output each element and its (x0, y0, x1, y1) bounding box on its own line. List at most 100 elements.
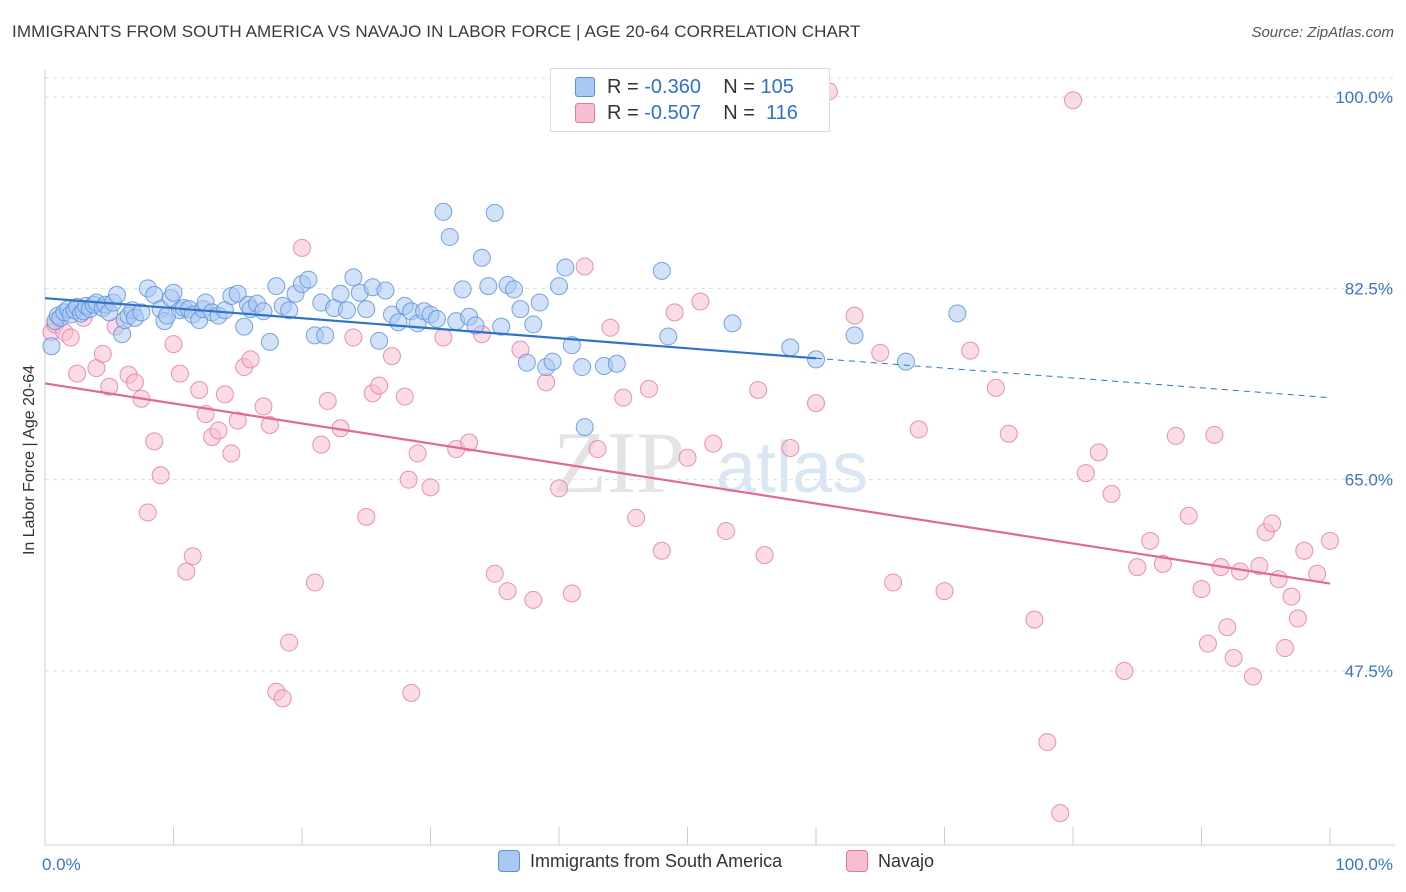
legend-item-navajo: Navajo (846, 850, 934, 872)
watermark-zip: ZIP (553, 415, 685, 512)
point-immigrants (573, 358, 592, 377)
point-immigrants (652, 261, 671, 280)
point-navajo (871, 343, 890, 362)
point-navajo (1192, 580, 1211, 598)
n-value: 116 (766, 101, 798, 124)
legend-swatch-pink (575, 103, 595, 123)
point-immigrants (453, 280, 472, 299)
point-navajo (575, 257, 594, 276)
point-navajo (999, 424, 1018, 443)
point-immigrants (530, 293, 549, 312)
point-navajo (1250, 557, 1269, 576)
point-immigrants (492, 317, 511, 336)
point-navajo (717, 522, 736, 541)
point-navajo (61, 328, 80, 347)
point-navajo (781, 438, 800, 457)
point-navajo (421, 478, 440, 497)
y-axis-label: In Labor Force | Age 20-64 (21, 364, 38, 556)
point-navajo (1064, 91, 1082, 110)
point-immigrants (357, 300, 376, 319)
point-navajo (222, 444, 241, 463)
point-navajo (273, 689, 292, 708)
point-immigrants (550, 277, 568, 296)
point-immigrants (280, 301, 299, 320)
point-immigrants (316, 326, 335, 345)
point-navajo (434, 328, 453, 347)
point-navajo (100, 377, 119, 396)
point-navajo (1224, 648, 1243, 667)
point-navajo (524, 590, 543, 609)
x-tick-label: 0.0% (42, 855, 81, 874)
point-navajo (183, 547, 202, 566)
point-navajo (588, 440, 607, 459)
point-navajo (935, 582, 954, 601)
point-immigrants (164, 283, 183, 302)
point-navajo (845, 306, 864, 325)
point-navajo (68, 364, 87, 383)
point-navajo (1089, 443, 1108, 462)
point-immigrants (781, 338, 800, 357)
legend-label: Navajo (878, 850, 935, 871)
point-navajo (399, 470, 418, 489)
point-navajo (1051, 804, 1070, 823)
legend-swatch-blue (575, 77, 595, 97)
point-immigrants (479, 277, 498, 296)
point-navajo (1115, 662, 1134, 680)
point-navajo (215, 385, 234, 404)
trend-line-immigrants-extension (815, 357, 1331, 399)
point-navajo (305, 573, 324, 592)
y-tick-label: 65.0% (1345, 471, 1393, 490)
point-navajo (1243, 667, 1262, 686)
point-immigrants (344, 268, 363, 287)
trend-line-immigrants (44, 297, 817, 360)
point-navajo (1102, 484, 1121, 503)
point-immigrants (807, 350, 825, 369)
point-navajo (909, 420, 928, 439)
point-navajo (1025, 610, 1044, 629)
source-label: Source: ZipAtlas.com (1251, 24, 1394, 41)
point-immigrants (723, 314, 742, 333)
point-immigrants (434, 202, 453, 221)
point-immigrants (228, 284, 247, 303)
point-navajo (1282, 587, 1301, 606)
legend-row-blue: R = -0.360 N = 105 (575, 74, 794, 100)
point-navajo (228, 411, 247, 430)
point-immigrants (299, 270, 318, 289)
legend-label: Immigrants from South America (530, 850, 783, 871)
point-navajo (164, 335, 183, 354)
point-navajo (125, 373, 144, 392)
point-navajo (1038, 733, 1057, 752)
legend-row-pink: R = -0.507 N = 116 (575, 100, 798, 126)
point-immigrants (485, 203, 504, 222)
point-navajo (93, 344, 112, 363)
point-immigrants (42, 337, 61, 356)
point-navajo (280, 633, 299, 652)
point-navajo (986, 378, 1005, 397)
point-navajo (755, 546, 774, 565)
r-value: -0.360 (644, 75, 701, 98)
point-navajo (408, 444, 427, 463)
point-navajo (293, 238, 311, 257)
point-navajo (884, 573, 903, 592)
point-navajo (1205, 425, 1224, 444)
point-immigrants (896, 352, 915, 371)
x-tick-label: 100.0% (1335, 855, 1393, 874)
point-immigrants (607, 354, 626, 373)
point-navajo (190, 381, 209, 400)
chart-title: IMMIGRANTS FROM SOUTH AMERICA VS NAVAJO … (12, 22, 861, 41)
point-immigrants (948, 304, 967, 323)
point-immigrants (427, 309, 446, 328)
point-navajo (1276, 639, 1295, 658)
point-navajo (1153, 554, 1172, 573)
point-navajo (382, 347, 401, 366)
point-navajo (138, 503, 157, 522)
point-navajo (1198, 634, 1217, 653)
r-label: R = (607, 75, 639, 98)
point-navajo (498, 582, 517, 601)
point-navajo (614, 388, 633, 407)
point-navajo (704, 434, 723, 453)
point-navajo (1179, 506, 1198, 525)
series-legend: Immigrants from South America Navajo (0, 850, 1406, 878)
point-immigrants (845, 326, 864, 345)
